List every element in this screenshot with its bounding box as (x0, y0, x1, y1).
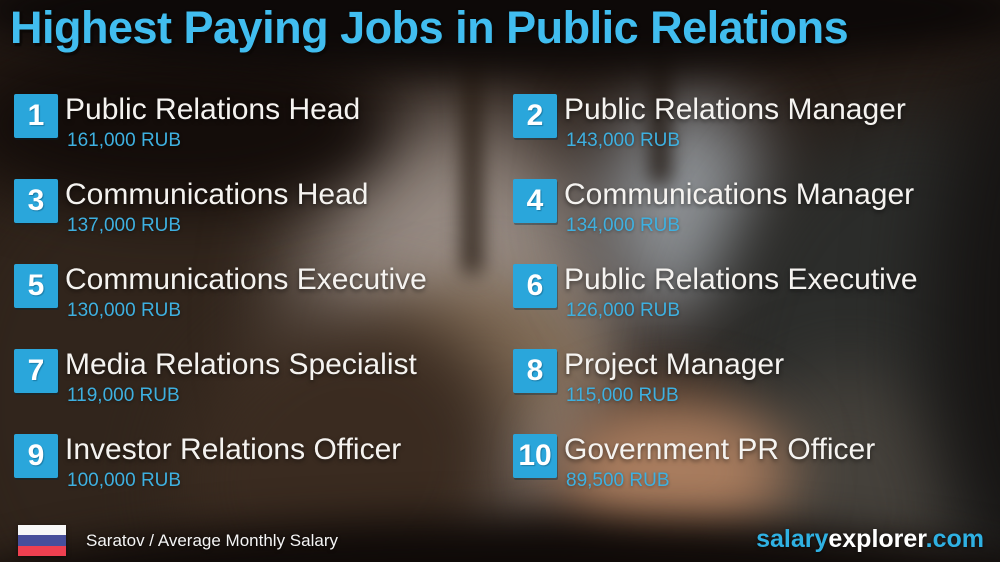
rank-badge: 10 (513, 434, 557, 478)
job-title: Communications Manager (564, 178, 915, 211)
flag-stripe-blue (18, 535, 66, 546)
job-item: 5 Communications Executive 130,000 RUB (14, 264, 513, 349)
rank-badge: 6 (513, 264, 557, 308)
job-salary: 115,000 RUB (566, 385, 679, 406)
job-salary: 126,000 RUB (566, 300, 681, 321)
site-logo[interactable]: salaryexplorer.com (756, 525, 984, 554)
job-salary: 137,000 RUB (67, 215, 182, 236)
logo-part-com: .com (925, 525, 984, 553)
job-title: Public Relations Head (65, 93, 361, 126)
job-item: 6 Public Relations Executive 126,000 RUB (513, 264, 999, 349)
job-item: 10 Government PR Officer 89,500 RUB (513, 434, 999, 519)
flag-stripe-red (18, 545, 66, 556)
job-salary: 100,000 RUB (67, 470, 182, 491)
job-item: 4 Communications Manager 134,000 RUB (513, 179, 999, 264)
rank-badge: 3 (14, 179, 58, 223)
rank-badge: 5 (14, 264, 58, 308)
russia-flag-icon (18, 525, 66, 556)
bg-blob (463, 45, 481, 275)
job-title: Public Relations Manager (564, 93, 906, 126)
job-salary: 89,500 RUB (566, 470, 670, 491)
job-item: 7 Media Relations Specialist 119,000 RUB (14, 349, 513, 434)
job-salary: 161,000 RUB (67, 130, 182, 151)
job-salary: 130,000 RUB (67, 300, 182, 321)
logo-part-explorer: explorer (828, 525, 926, 553)
job-title: Public Relations Executive (564, 263, 918, 296)
rank-badge: 8 (513, 349, 557, 393)
page-title: Highest Paying Jobs in Public Relations (10, 2, 849, 53)
job-title: Government PR Officer (564, 433, 876, 466)
job-salary: 134,000 RUB (566, 215, 681, 236)
rank-badge: 9 (14, 434, 58, 478)
job-salary: 119,000 RUB (67, 385, 180, 406)
job-title: Investor Relations Officer (65, 433, 402, 466)
bg-blob (0, 40, 390, 210)
bg-blob (650, 35, 670, 185)
job-item: 1 Public Relations Head 161,000 RUB (14, 94, 513, 179)
flag-stripe-white (18, 525, 66, 536)
job-salary: 143,000 RUB (566, 130, 681, 151)
job-title: Media Relations Specialist (65, 348, 417, 381)
job-item: 3 Communications Head 137,000 RUB (14, 179, 513, 264)
job-item: 8 Project Manager 115,000 RUB (513, 349, 999, 434)
job-title: Communications Executive (65, 263, 427, 296)
job-item: 2 Public Relations Manager 143,000 RUB (513, 94, 999, 179)
footer-bar: Saratov / Average Monthly Salary (18, 525, 338, 556)
rank-badge: 1 (14, 94, 58, 138)
job-title: Communications Head (65, 178, 369, 211)
footer-caption: Saratov / Average Monthly Salary (86, 530, 338, 550)
jobs-list: 1 Public Relations Head 161,000 RUB 2 Pu… (14, 94, 999, 519)
rank-badge: 7 (14, 349, 58, 393)
job-item: 9 Investor Relations Officer 100,000 RUB (14, 434, 513, 519)
logo-part-salary: salary (756, 525, 829, 553)
rank-badge: 4 (513, 179, 557, 223)
rank-badge: 2 (513, 94, 557, 138)
job-title: Project Manager (564, 348, 785, 381)
